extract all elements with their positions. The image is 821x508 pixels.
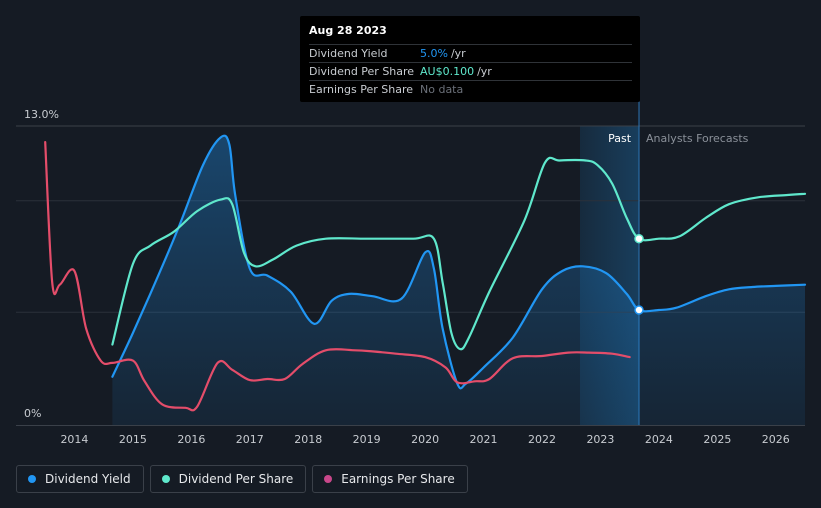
dividend-per-share-dot-icon — [161, 475, 170, 483]
x-tick-label: 2017 — [236, 433, 264, 446]
dividend-yield-area — [112, 135, 805, 425]
x-tick-label: 2024 — [645, 433, 673, 446]
forecast-label: Analysts Forecasts — [646, 132, 749, 145]
chart-tooltip: Aug 28 2023 Dividend Yield 5.0% /yr Divi… — [300, 16, 640, 102]
tooltip-value: 5.0% — [420, 47, 448, 60]
legend-label: Earnings Per Share — [341, 472, 455, 486]
legend-label: Dividend Yield — [45, 472, 131, 486]
x-tick-label: 2020 — [411, 433, 439, 446]
x-tick-label: 2022 — [528, 433, 556, 446]
earnings-per-share-line — [44, 141, 631, 412]
y-tick-label: 13.0% — [24, 108, 59, 121]
y-tick-label: 0% — [24, 407, 41, 420]
x-tick-label: 2014 — [60, 433, 88, 446]
dividend-yield-marker — [634, 305, 644, 315]
tooltip-row-earnings-per-share: Earnings Per Share No data — [309, 80, 632, 98]
dividend-per-share-line — [111, 156, 807, 351]
x-tick-label: 2018 — [294, 433, 322, 446]
tooltip-label: Earnings Per Share — [309, 83, 414, 96]
x-tick-label: 2026 — [762, 433, 790, 446]
tooltip-unit: /yr — [477, 65, 492, 78]
tooltip-row-dividend-per-share: Dividend Per Share AU$0.100 /yr — [309, 62, 632, 80]
tooltip-label: Dividend Per Share — [309, 65, 415, 78]
dividend-per-share-marker — [634, 233, 644, 244]
past-label: Past — [608, 132, 632, 145]
legend-item-earnings-per-share[interactable]: Earnings Per Share — [312, 465, 468, 493]
dividend-yield-dot-icon — [28, 475, 36, 483]
x-tick-label: 2025 — [703, 433, 731, 446]
tooltip-value: No data — [420, 83, 464, 96]
tooltip-row-dividend-yield: Dividend Yield 5.0% /yr — [309, 44, 632, 62]
x-tick-label: 2023 — [586, 433, 614, 446]
tooltip-label: Dividend Yield — [309, 47, 388, 60]
legend-label: Dividend Per Share — [178, 472, 294, 486]
legend-item-dividend-per-share[interactable]: Dividend Per Share — [149, 465, 307, 493]
x-tick-label: 2016 — [177, 433, 205, 446]
tooltip-unit: /yr — [450, 47, 466, 60]
legend-item-dividend-yield[interactable]: Dividend Yield — [16, 465, 144, 493]
earnings-per-share-dot-icon — [324, 475, 333, 483]
x-tick-label: 2019 — [353, 433, 381, 446]
x-tick-label: 2015 — [119, 433, 147, 446]
chart-legend: Dividend Yield Dividend Per Share Earnin… — [16, 465, 468, 493]
x-tick-label: 2021 — [470, 433, 498, 446]
tooltip-value: AU$0.100 — [420, 65, 475, 78]
tooltip-date: Aug 28 2023 — [309, 24, 387, 37]
dividend-yield-line — [111, 134, 807, 390]
